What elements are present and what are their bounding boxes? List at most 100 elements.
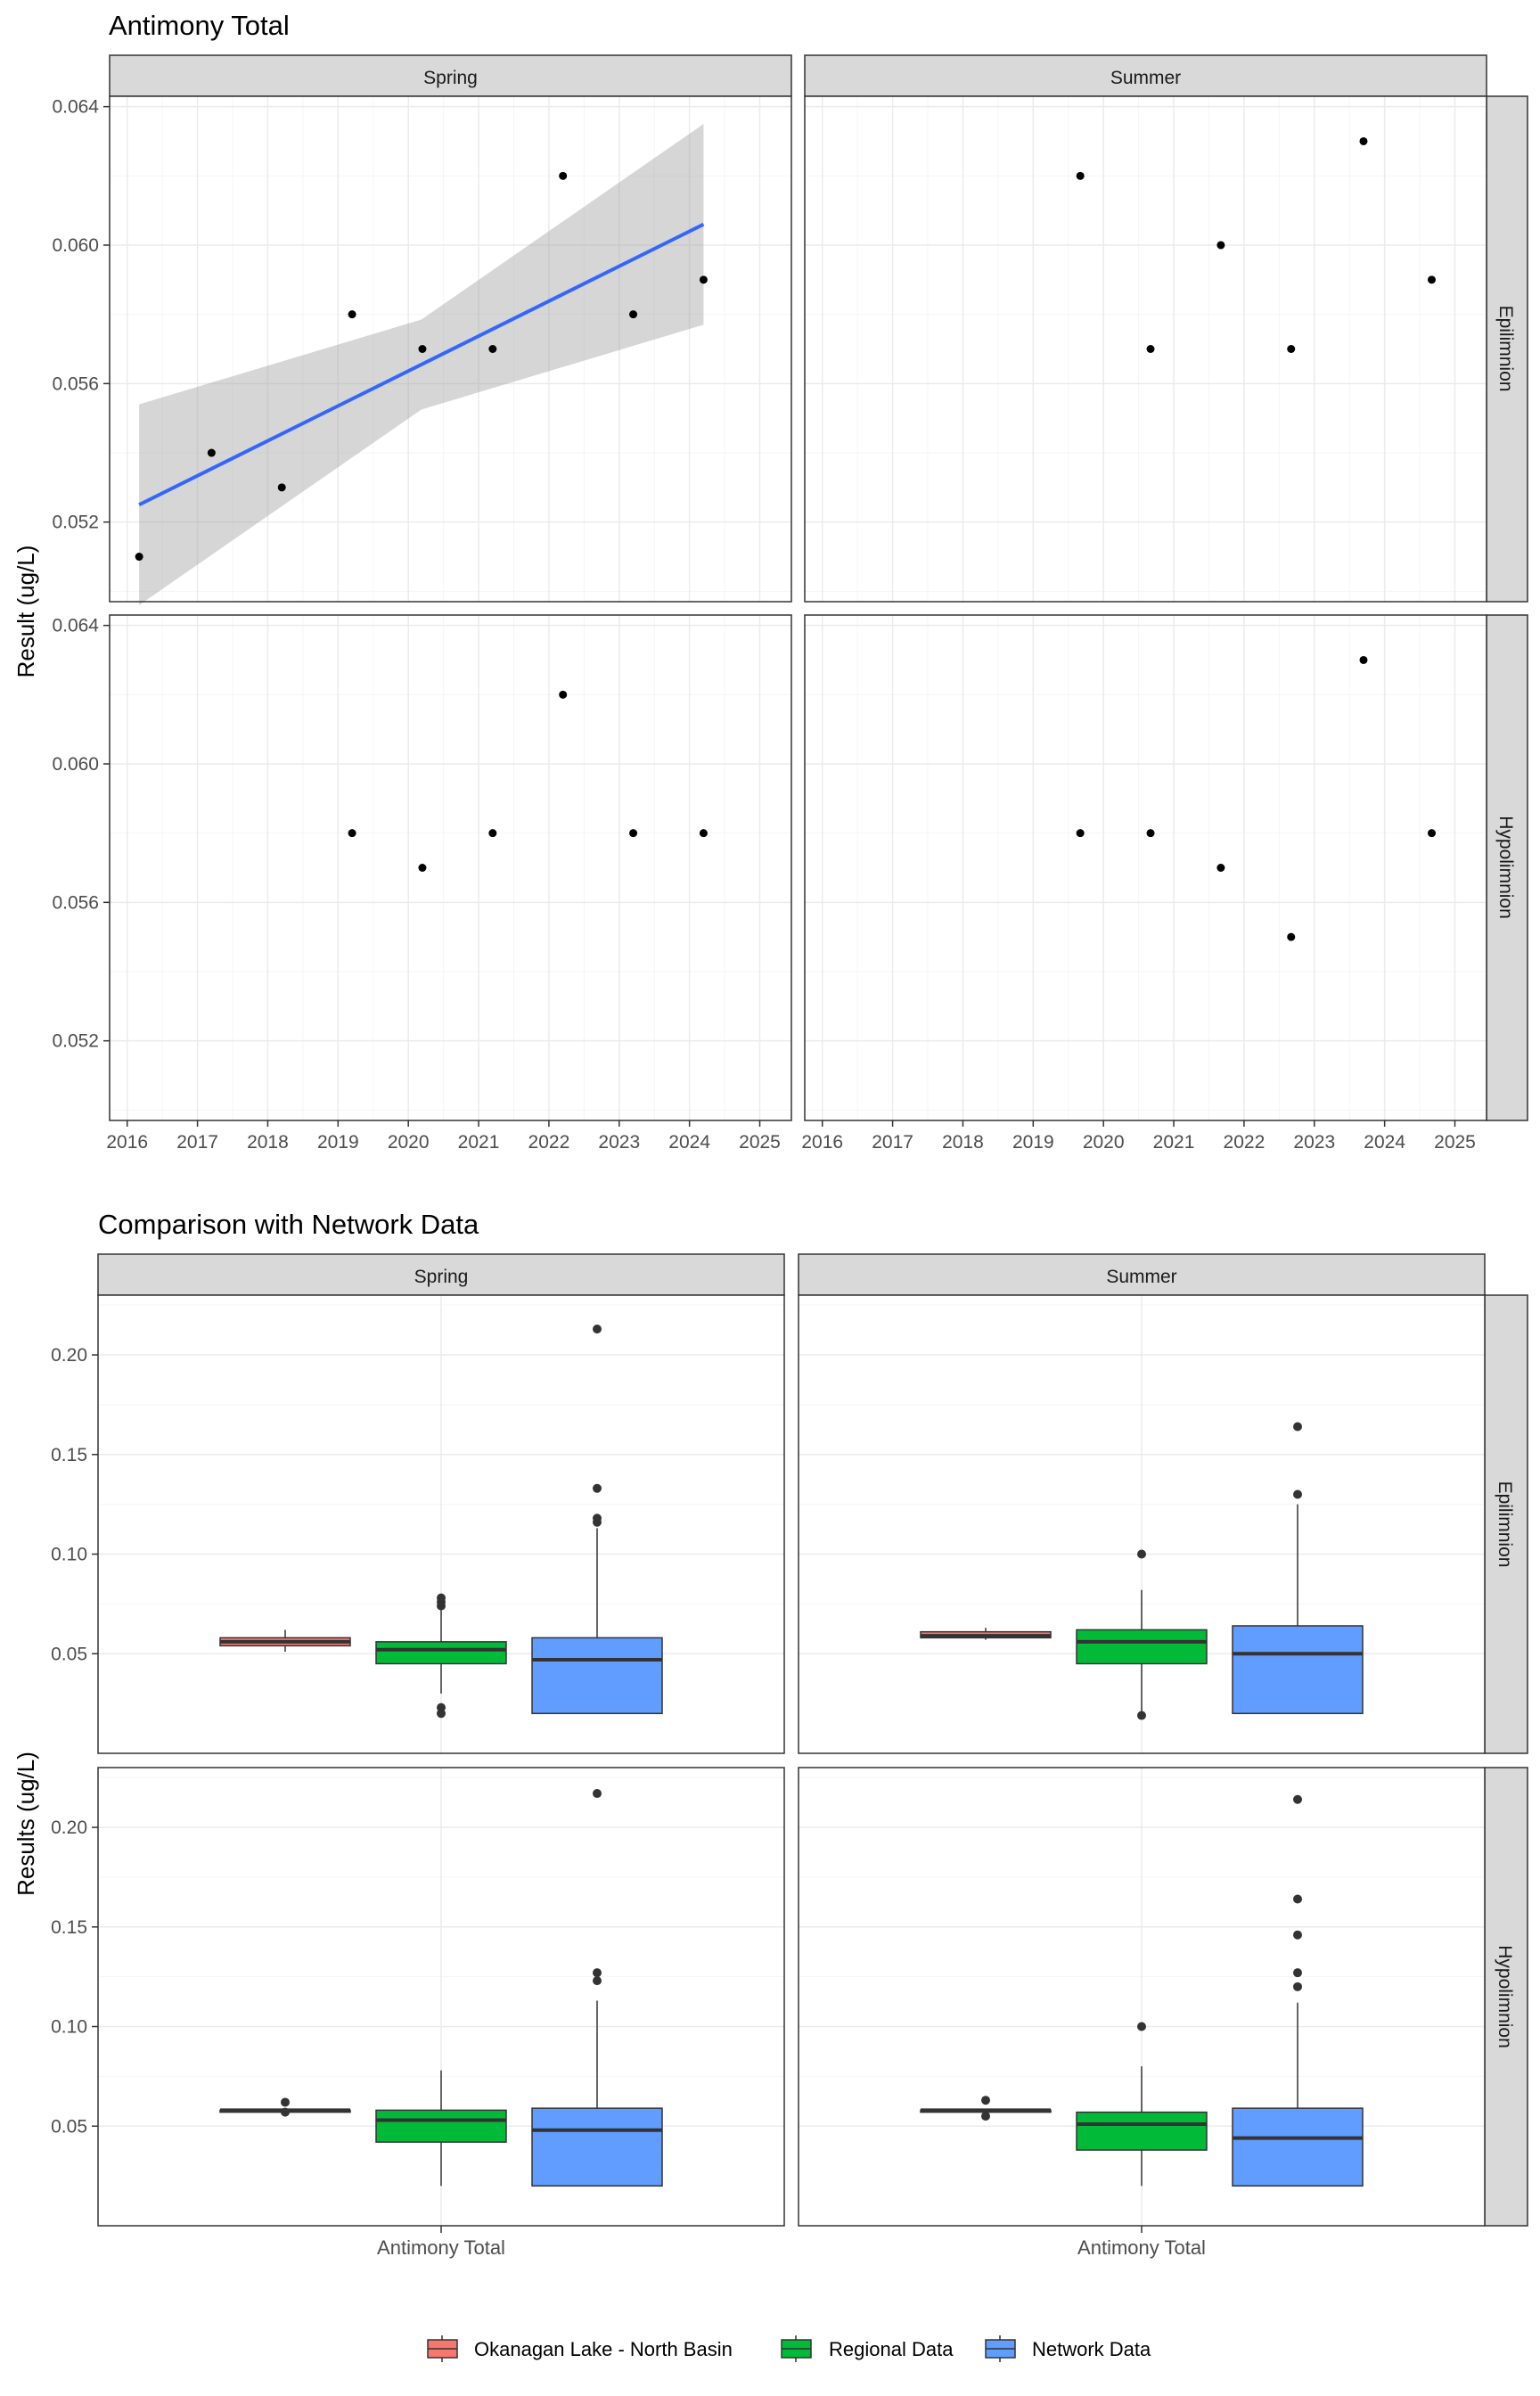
legend-label-network: Network Data	[1032, 2338, 1151, 2360]
x-tick-label: 2022	[1224, 1132, 1266, 1153]
x-tick-label: 2025	[739, 1132, 781, 1153]
data-point	[629, 829, 638, 838]
x-tick-label-right: Antimony Total	[1077, 2236, 1206, 2259]
y-axis-bottom: 0.05 0.10 0.15 0.20	[51, 1818, 98, 2137]
box-body	[1232, 1625, 1364, 1715]
data-point	[207, 448, 216, 457]
box-body	[375, 1641, 507, 1665]
data-point	[418, 345, 427, 353]
y-tick-label: 0.05	[51, 2116, 87, 2137]
box-network-data	[1232, 1422, 1364, 1715]
data-point	[1287, 932, 1296, 941]
outlier-point	[593, 1789, 602, 1799]
box-body	[375, 2109, 507, 2143]
strip-label-spring: Spring	[414, 1267, 469, 1287]
panel-border	[109, 614, 792, 1121]
data-point	[1427, 275, 1436, 284]
x-tick-label: 2017	[872, 1132, 913, 1153]
outlier-point	[281, 2107, 290, 2117]
panel-spring-epilimnion	[97, 1294, 785, 1754]
data-point	[348, 310, 356, 319]
panel-spring-epilimnion	[109, 95, 792, 605]
x-tick-label-left: Antimony Total	[377, 2236, 505, 2259]
y-tick-label: 0.20	[51, 1818, 87, 1838]
box-network-data	[1232, 1794, 1364, 2187]
y-tick-label: 0.20	[51, 1345, 87, 1366]
y-tick-label: 0.15	[51, 1445, 87, 1465]
panel-border	[804, 614, 1487, 1121]
x-tick-label: 2025	[1434, 1132, 1476, 1153]
box-regional-data	[375, 1593, 507, 1719]
box-okanagan-lake-north-basin	[219, 2097, 351, 2117]
data-point	[1427, 829, 1436, 838]
data-point	[488, 829, 497, 838]
strip-summer	[804, 54, 1487, 97]
data-point	[1146, 345, 1155, 353]
y-axis-top: 0.052 0.056 0.060 0.064	[52, 97, 110, 533]
box-network-data	[531, 1789, 663, 2187]
outlier-point	[981, 2096, 990, 2105]
data-point	[559, 690, 568, 699]
data-point	[1216, 241, 1225, 250]
strip-epilimnion	[1484, 1294, 1528, 1754]
y-tick-label: 0.064	[52, 616, 99, 636]
strip-summer	[798, 1253, 1486, 1296]
y-tick-label: 0.056	[52, 892, 99, 913]
strip-label-summer: Summer	[1110, 68, 1181, 88]
panel-summer-epilimnion	[798, 1294, 1486, 1754]
x-tick-label: 2016	[106, 1132, 148, 1153]
x-tick-label: 2024	[1364, 1132, 1405, 1153]
panel-summer-epilimnion	[804, 95, 1487, 603]
outlier-point	[593, 1324, 602, 1333]
outlier-point	[1293, 1982, 1302, 1991]
data-point	[699, 275, 708, 284]
x-tick-label: 2016	[801, 1132, 843, 1153]
trend-chart: Antimony Total Result (ug/L) Spring Summ…	[12, 10, 1528, 1153]
outlier-point	[1293, 1489, 1302, 1499]
outlier-point	[593, 1483, 602, 1493]
legend-item-regional: Regional Data	[781, 2335, 954, 2362]
y-axis-bottom: 0.052 0.056 0.060 0.064	[52, 616, 110, 1052]
data-point	[1076, 171, 1085, 180]
legend: Okanagan Lake - North Basin Regional Dat…	[427, 2335, 1151, 2362]
comparison-chart: Comparison with Network Data Results (ug…	[12, 1209, 1528, 2362]
strip-label-spring: Spring	[423, 68, 478, 88]
y-tick-label: 0.056	[52, 373, 99, 394]
outlier-point	[1137, 1549, 1146, 1559]
strip-epilimnion	[1486, 95, 1528, 603]
panel-summer-hypolimnion	[798, 1767, 1486, 2227]
x-tick-label: 2020	[1083, 1132, 1125, 1153]
outlier-point	[1293, 1422, 1302, 1432]
x-tick-label: 2018	[247, 1132, 289, 1153]
box-network-data	[531, 1324, 663, 1715]
y-axis-label: Results (ug/L)	[12, 1752, 39, 1896]
box-regional-data	[1076, 2022, 1208, 2187]
panel-border	[804, 95, 1487, 603]
x-tick-label: 2024	[668, 1132, 710, 1153]
box-body	[531, 1637, 663, 1715]
outlier-point	[1293, 1794, 1302, 1804]
strip-label-summer: Summer	[1106, 1267, 1176, 1287]
chart-title: Antimony Total	[109, 10, 290, 41]
y-tick-label: 0.10	[51, 1545, 87, 1565]
outlier-point	[593, 1976, 602, 1986]
y-tick-label: 0.05	[51, 1644, 87, 1664]
strip-label-hypolimnion: Hypolimnion	[1495, 1945, 1515, 2048]
y-tick-label: 0.060	[52, 235, 99, 256]
outlier-point	[1137, 2022, 1146, 2031]
strip-spring	[97, 1253, 785, 1296]
box-okanagan-lake-north-basin	[920, 1628, 1052, 1640]
strip-hypolimnion	[1484, 1767, 1528, 2227]
box-body	[531, 2107, 663, 2187]
legend-item-okanagan: Okanagan Lake - North Basin	[427, 2335, 733, 2362]
x-axis-right: 2016 2017 2018 2019 2020 2021 2022 2023 2024 2025	[801, 1120, 1476, 1153]
data-point	[277, 483, 286, 492]
panel-spring-hypolimnion	[109, 614, 792, 1121]
box-regional-data	[1076, 1549, 1208, 1720]
outlier-point	[1293, 1968, 1302, 1978]
box-okanagan-lake-north-basin	[920, 2096, 1052, 2121]
y-tick-label: 0.10	[51, 2017, 87, 2038]
panel-border	[97, 1294, 785, 1754]
x-axis-left: 2016 2017 2018 2019 2020 2021 2022 2023 2024 2025	[106, 1120, 781, 1153]
outlier-point	[437, 1593, 446, 1603]
